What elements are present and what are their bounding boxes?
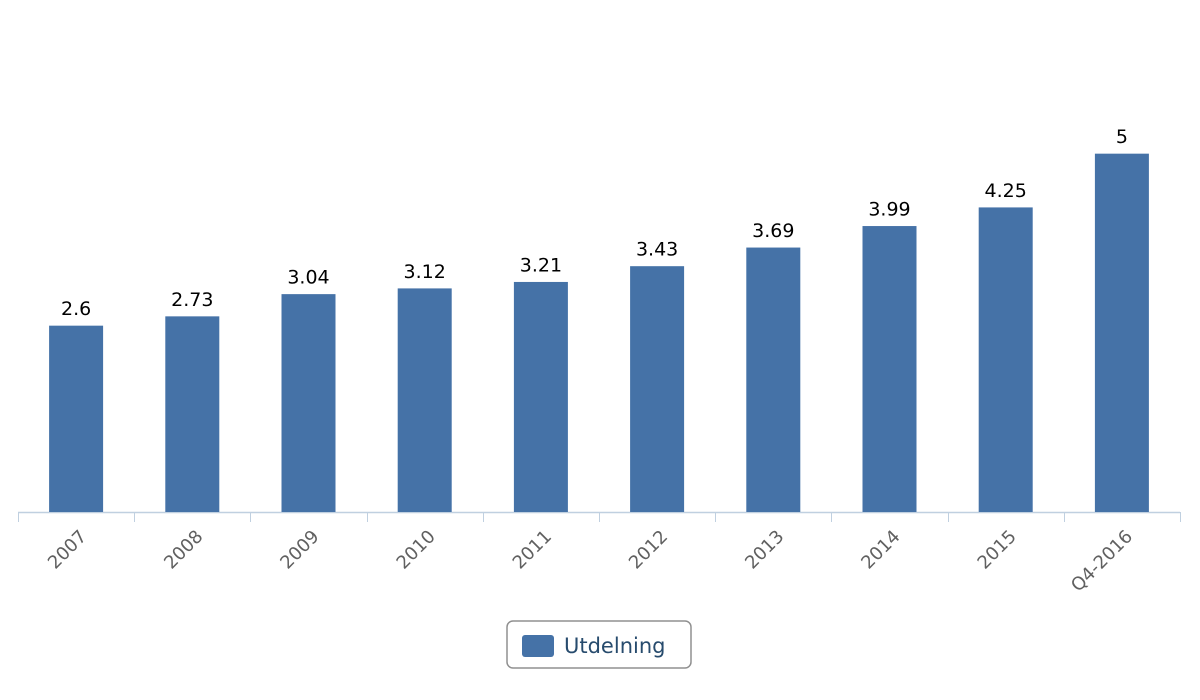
bar <box>630 266 685 512</box>
bar <box>397 288 452 512</box>
bar <box>978 207 1033 512</box>
x-tick-label: 2008 <box>160 526 207 573</box>
value-label: 2.73 <box>171 289 213 311</box>
x-tick-label: 2013 <box>741 526 788 573</box>
value-label: 2.6 <box>61 298 91 320</box>
value-label: 3.99 <box>868 199 910 221</box>
bar <box>281 294 336 512</box>
legend-symbol <box>522 635 554 657</box>
bar <box>49 325 104 512</box>
value-label: 4.25 <box>985 180 1027 202</box>
value-label: 3.21 <box>520 254 562 276</box>
value-label: 3.12 <box>404 261 446 283</box>
value-label: 3.43 <box>636 239 678 261</box>
value-label: 5 <box>1116 126 1128 148</box>
bar <box>746 247 801 513</box>
value-label: 3.69 <box>752 220 794 242</box>
value-label: 3.04 <box>287 267 329 289</box>
legend-label: Utdelning <box>564 634 665 658</box>
bar <box>1094 153 1149 512</box>
bar <box>165 316 220 512</box>
x-tick-label: 2009 <box>276 526 323 573</box>
x-tick-label: 2012 <box>625 526 672 573</box>
bar <box>513 281 568 512</box>
x-tick-label: Q4-2016 <box>1067 526 1137 596</box>
x-tick-label: 2014 <box>857 526 904 573</box>
x-tick-label: 2015 <box>974 526 1021 573</box>
bar <box>862 226 917 513</box>
legend-box <box>506 620 692 669</box>
x-tick-label: 2007 <box>44 526 91 573</box>
x-tick-label: 2010 <box>393 526 440 573</box>
x-tick-label: 2011 <box>509 526 556 573</box>
